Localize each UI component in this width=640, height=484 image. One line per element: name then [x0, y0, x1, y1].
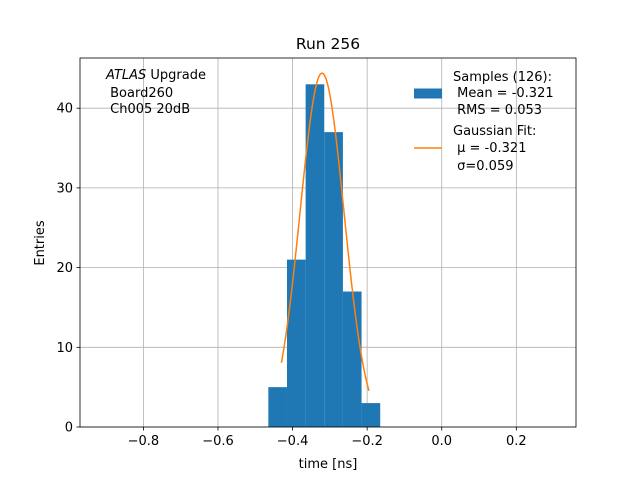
atlas-annotation: ATLAS Upgrade Board260 Ch005 20dB	[105, 68, 206, 117]
x-tick-label: −0.6	[202, 434, 234, 449]
y-tick-label: 20	[56, 261, 73, 276]
legend-samples-rms: RMS = 0.053	[453, 103, 542, 118]
x-tick-label: 0.0	[431, 434, 452, 449]
y-tick-label: 0	[65, 421, 73, 436]
chart-title: Run 256	[296, 35, 360, 53]
x-tick-label: 0.2	[506, 434, 527, 449]
histogram-bar	[286, 259, 306, 427]
y-tick-label: 30	[56, 181, 73, 196]
annotation-board: Board260	[106, 86, 173, 101]
legend: Samples (126): Mean = -0.321 RMS = 0.053…	[414, 70, 554, 174]
legend-samples-mean: Mean = -0.321	[453, 86, 554, 101]
legend-fit-mu: μ = -0.321	[453, 141, 526, 156]
x-tick-label: −0.8	[128, 434, 160, 449]
x-tick-label: −0.4	[277, 434, 309, 449]
x-tick-label: −0.2	[351, 434, 383, 449]
histogram-bar	[361, 403, 381, 427]
annotation-atlas: ATLAS	[105, 68, 146, 83]
y-axis-ticks: 0 10 20 30 40	[56, 102, 80, 436]
legend-fit-sigma: σ=0.059	[453, 159, 513, 174]
x-axis-label: time [ns]	[299, 457, 358, 472]
histogram-bar	[305, 84, 325, 427]
legend-fit-label: Gaussian Fit:	[453, 124, 536, 139]
histogram-bar	[324, 132, 343, 428]
annotation-upgrade: Upgrade	[146, 68, 206, 83]
annotation-channel: Ch005 20dB	[106, 102, 190, 117]
x-axis-ticks: −0.8 −0.6 −0.4 −0.2 0.0 0.2	[128, 427, 527, 449]
y-tick-label: 40	[56, 102, 73, 117]
svg-text:ATLAS Upgrade: ATLAS Upgrade	[105, 68, 206, 83]
y-tick-label: 10	[56, 341, 73, 356]
histogram-bar	[268, 387, 287, 427]
histogram-bar	[342, 291, 362, 427]
legend-samples-swatch	[414, 88, 442, 99]
y-axis-label: Entries	[33, 220, 48, 266]
plot-frame	[79, 57, 577, 428]
gaussian-fit-curve	[280, 72, 370, 392]
legend-samples-label: Samples (126):	[453, 70, 552, 85]
